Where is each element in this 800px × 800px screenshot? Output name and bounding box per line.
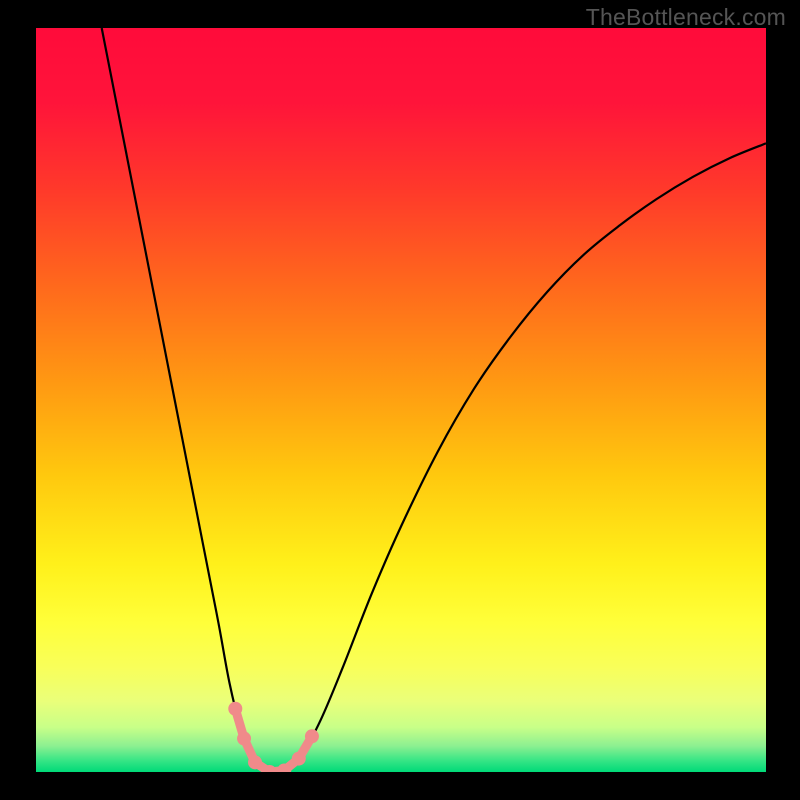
plot-background bbox=[36, 28, 766, 772]
bottom-marker-dot bbox=[263, 765, 277, 779]
watermark-text: TheBottleneck.com bbox=[586, 4, 786, 31]
chart-frame: TheBottleneck.com bbox=[0, 0, 800, 800]
bottom-marker-dot bbox=[277, 764, 291, 778]
bottom-marker-dot bbox=[237, 732, 251, 746]
bottleneck-chart bbox=[0, 0, 800, 800]
bottom-marker-dot bbox=[292, 752, 306, 766]
bottom-marker-dot bbox=[305, 729, 319, 743]
bottom-marker-dot bbox=[228, 702, 242, 716]
bottom-marker-dot bbox=[248, 755, 262, 769]
